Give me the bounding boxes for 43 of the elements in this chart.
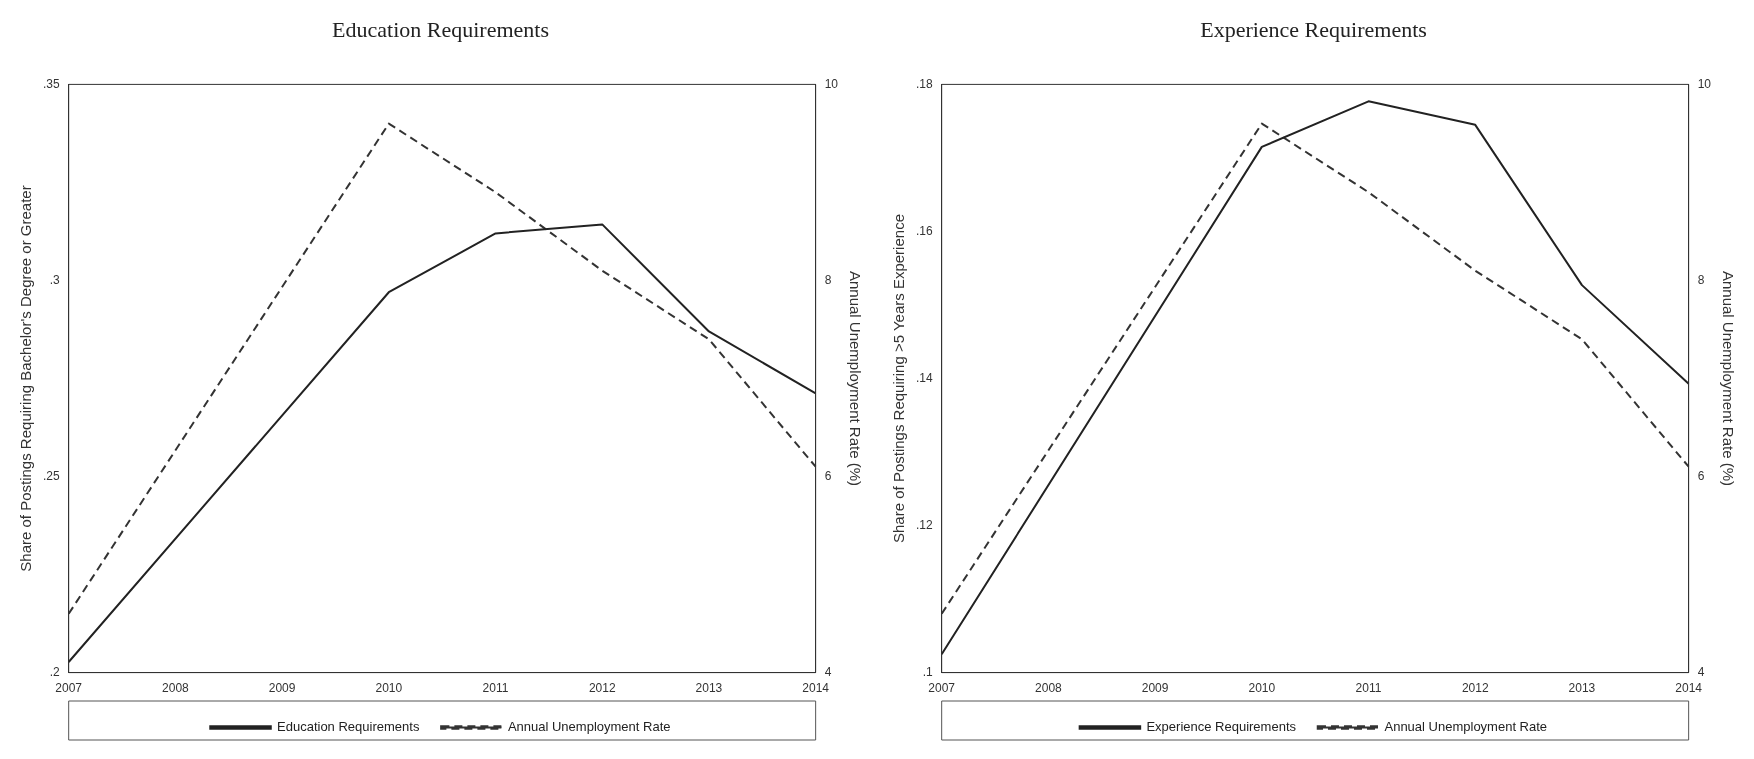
y-tick-label: .25 xyxy=(42,468,60,483)
x-tick-label: 2012 xyxy=(1461,681,1489,696)
y2-tick-label: 6 xyxy=(824,468,832,483)
x-tick-label: 2009 xyxy=(268,681,296,696)
x-tick-label: 2008 xyxy=(1035,681,1063,696)
x-tick-label: 2014 xyxy=(1675,681,1703,696)
x-tick-label: 2007 xyxy=(928,681,956,696)
y2-tick-label: 4 xyxy=(824,664,832,679)
y2-tick-label: 10 xyxy=(824,76,839,91)
y-tick-label: .3 xyxy=(49,272,60,287)
chart-title: Experience Requirements xyxy=(1200,16,1427,42)
y-axis-title: Share of Postings Requiring Bachelor's Degree or Greater xyxy=(17,185,35,572)
x-tick-label: 2009 xyxy=(1141,681,1169,696)
legend-label: Annual Unemployment Rate xyxy=(507,719,671,735)
x-tick-label: 2012 xyxy=(588,681,616,696)
y-tick-label: .2 xyxy=(49,664,60,679)
x-tick-label: 2008 xyxy=(162,681,190,696)
x-tick-label: 2013 xyxy=(695,681,723,696)
y-tick-label: .14 xyxy=(915,370,933,385)
y2-tick-label: 8 xyxy=(824,272,832,287)
y2-tick-label: 6 xyxy=(1697,468,1705,483)
legend-label: Education Requirements xyxy=(277,719,420,735)
x-tick-label: 2011 xyxy=(482,681,509,696)
legend-label: Experience Requirements xyxy=(1146,719,1297,735)
y-axis-title: Share of Postings Requiring >5 Years Experience xyxy=(890,214,908,543)
chart-title: Education Requirements xyxy=(332,16,549,42)
x-tick-label: 2010 xyxy=(375,681,403,696)
x-tick-label: 2014 xyxy=(802,681,830,696)
y2-axis-title: Annual Unemployment Rate (%) xyxy=(846,270,864,487)
y2-axis-title: Annual Unemployment Rate (%) xyxy=(1719,270,1737,487)
y2-tick-label: 4 xyxy=(1697,664,1705,679)
y-tick-label: .35 xyxy=(42,76,60,91)
x-tick-label: 2013 xyxy=(1568,681,1596,696)
legend-label: Annual Unemployment Rate xyxy=(1384,719,1548,735)
y2-tick-label: 8 xyxy=(1697,272,1705,287)
y-tick-label: .1 xyxy=(922,664,933,679)
y-tick-label: .12 xyxy=(915,517,933,532)
y-tick-label: .16 xyxy=(915,223,933,238)
y-tick-label: .18 xyxy=(915,76,933,91)
y2-tick-label: 10 xyxy=(1697,76,1712,91)
x-tick-label: 2007 xyxy=(55,681,83,696)
x-tick-label: 2011 xyxy=(1355,681,1382,696)
x-tick-label: 2010 xyxy=(1248,681,1276,696)
